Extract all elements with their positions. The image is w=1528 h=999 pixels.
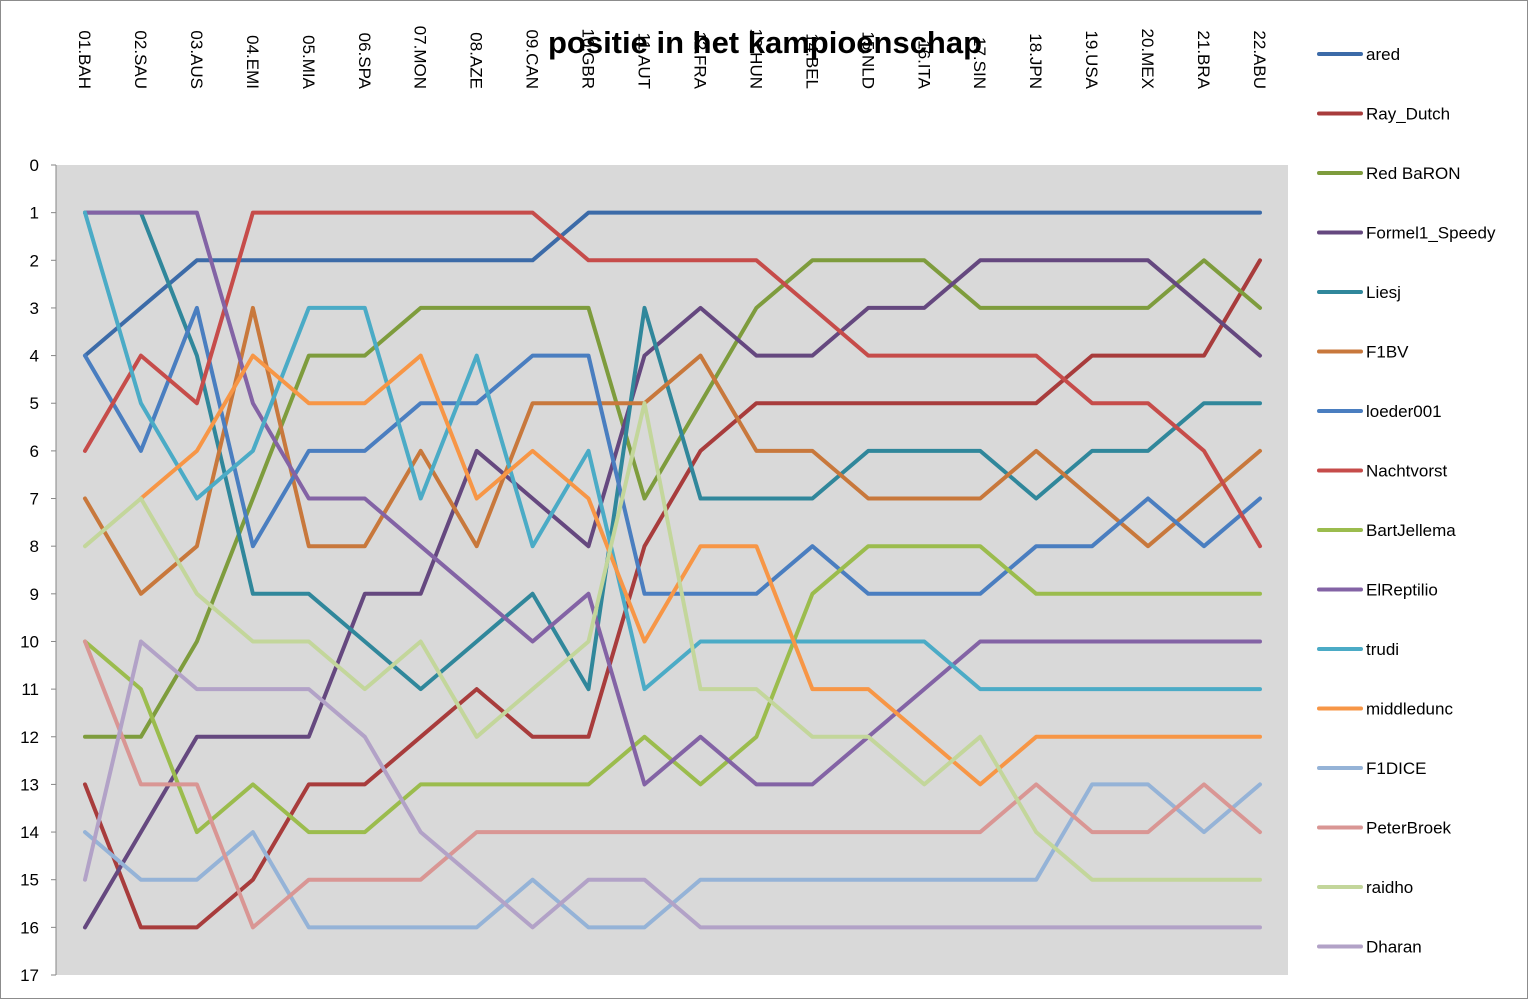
y-tick-label: 8 (30, 537, 39, 556)
x-tick-label: 14.BEL (802, 33, 821, 89)
legend-label: Liesj (1366, 283, 1401, 302)
x-tick-label: 17.SIN (970, 37, 989, 89)
series-line-f1bv (83, 305, 1262, 596)
x-tick-label: 02.SAU (131, 30, 150, 89)
legend-label: PeterBroek (1366, 819, 1452, 838)
y-tick-label: 5 (30, 394, 39, 413)
series-line-ared (83, 210, 1262, 358)
legend-label: ElReptilio (1366, 581, 1438, 600)
legend-label: raidho (1366, 878, 1413, 897)
x-tick-label: 04.EMI (243, 35, 262, 89)
y-tick-label: 3 (30, 299, 39, 318)
legend: ared Ray_Dutch Red BaRON Formel1_Speedy Lies… (1317, 45, 1496, 957)
y-tick-label: 0 (30, 156, 39, 175)
y-tick-label: 12 (20, 728, 39, 747)
x-tick-label: 22.ABU (1250, 30, 1269, 89)
series-line-peterbroek (83, 639, 1262, 930)
x-tick-label: 06.SPA (355, 33, 374, 90)
legend-label: Dharan (1366, 938, 1422, 957)
series-line-elreptilio (83, 210, 1262, 787)
y-tick-label: 17 (20, 966, 39, 985)
series-line-dharan (83, 639, 1262, 930)
x-tick-label: 19.USA (1082, 30, 1101, 89)
legend-label: Ray_Dutch (1366, 105, 1450, 124)
legend-label: BartJellema (1366, 521, 1456, 540)
x-tick-label: 05.MIA (299, 35, 318, 90)
x-tick-label: 12.FRA (690, 31, 709, 89)
legend-label: F1BV (1366, 343, 1409, 362)
y-tick-label: 15 (20, 871, 39, 890)
legend-label: Nachtvorst (1366, 462, 1448, 481)
legend-label: Formel1_Speedy (1366, 224, 1496, 243)
y-tick-label: 10 (20, 632, 39, 651)
x-tick-label: 08.AZE (467, 32, 486, 89)
series-line-formel1-speedy (83, 258, 1262, 930)
series-lines (83, 210, 1262, 930)
series-line-raidho (83, 401, 1262, 882)
legend-label: middledunc (1366, 700, 1453, 719)
x-axis-ticks: 01.BAH 02.SAU 03.AUS 04.EMI 05.MIA 06.SPA 07.M… (75, 26, 1269, 90)
legend-label: trudi (1366, 640, 1399, 659)
series-line-nachtvorst (83, 210, 1262, 549)
x-tick-label: 07.MON (411, 26, 430, 89)
y-tick-label: 16 (20, 918, 39, 937)
x-tick-label: 15.NLD (858, 31, 877, 89)
x-tick-label: 13.HUN (746, 29, 765, 89)
x-tick-label: 21.BRA (1194, 30, 1213, 89)
y-tick-label: 2 (30, 251, 39, 270)
x-tick-label: 09.CAN (523, 29, 542, 89)
x-tick-label: 01.BAH (75, 30, 94, 89)
y-tick-label: 14 (20, 823, 39, 842)
y-tick-label: 9 (30, 585, 39, 604)
plot-area (56, 165, 1288, 975)
x-tick-label: 10.GBR (579, 29, 598, 89)
y-tick-label: 11 (21, 680, 39, 699)
y-tick-label: 4 (30, 347, 39, 366)
x-tick-label: 11.AUT (635, 33, 654, 89)
y-tick-label: 7 (30, 490, 39, 509)
x-tick-label: 16.ITA (914, 40, 933, 89)
y-tick-label: 1 (30, 204, 39, 223)
x-tick-label: 03.AUS (187, 30, 206, 89)
legend-label: loeder001 (1366, 402, 1442, 421)
chart-title: positie in het kampioenschap (548, 25, 982, 60)
legend-label: F1DICE (1366, 759, 1426, 778)
series-line-middledunc (138, 353, 1262, 787)
legend-label: Red BaRON (1366, 164, 1460, 183)
legend-label: ared (1366, 45, 1400, 64)
x-tick-label: 20.MEX (1138, 29, 1157, 89)
x-tick-label: 18.JPN (1026, 33, 1045, 89)
y-tick-label: 13 (20, 775, 39, 794)
y-tick-label: 6 (30, 442, 39, 461)
